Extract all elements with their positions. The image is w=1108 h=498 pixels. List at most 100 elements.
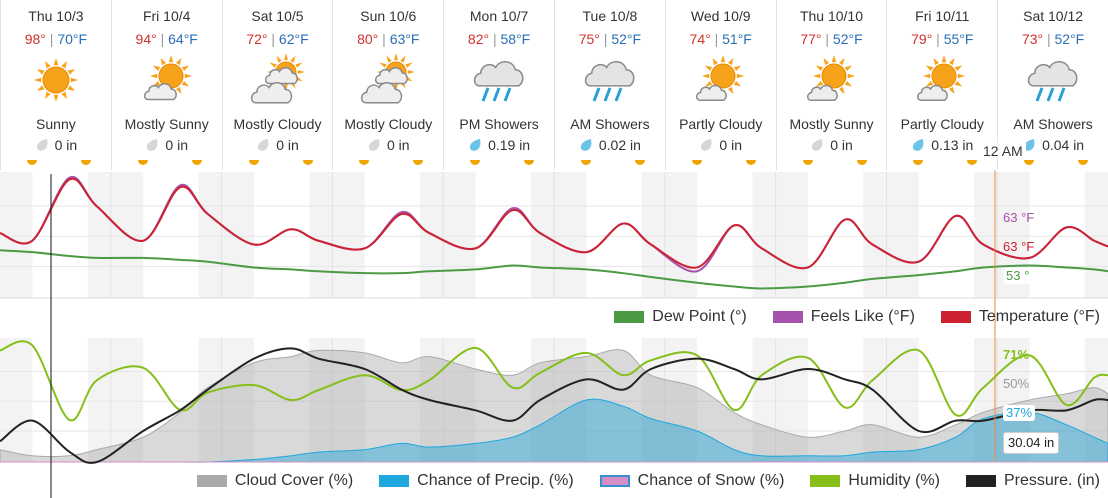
rain-drop xyxy=(614,87,623,102)
legend-label: Pressure. (in) xyxy=(1003,472,1100,489)
day-label: Thu 10/3 xyxy=(28,8,84,24)
day-column: Thu 10/10 77° | 52°F Mostly Sunny 0 in xyxy=(775,0,887,170)
drop-shape xyxy=(368,139,380,151)
sun xyxy=(923,55,966,97)
high-temp: 74° xyxy=(689,31,711,47)
cloud xyxy=(143,83,177,101)
sunset xyxy=(635,160,645,165)
cursor-precip-chance: 37% xyxy=(1003,405,1036,421)
precip-amount: 0.19 in xyxy=(488,137,531,153)
day-label: Sun 10/6 xyxy=(360,8,417,24)
sun-markers xyxy=(581,160,645,165)
sun-ray xyxy=(70,77,78,83)
day-column: Wed 10/9 74° | 51°F Partly Cloudy 0 in xyxy=(664,0,776,170)
precip-drop xyxy=(36,139,48,151)
precip: 0.19 in xyxy=(444,137,554,153)
sun-markers xyxy=(691,160,756,165)
sun-ray xyxy=(181,80,189,87)
sunrise xyxy=(470,160,481,165)
series-line xyxy=(0,347,1108,464)
sun-ray xyxy=(400,55,406,63)
sun-ray xyxy=(61,91,67,100)
sun-ray xyxy=(812,73,820,79)
sunrise xyxy=(27,160,37,165)
day-column: Thu 10/3 98° | 70°F Sunny 0 in xyxy=(0,0,111,170)
precip-drop xyxy=(580,139,592,151)
cursor-cloud-cover: 50% xyxy=(1003,376,1030,391)
precip-drop xyxy=(1023,139,1035,151)
sun-ray xyxy=(704,65,712,72)
sun-ray xyxy=(67,69,76,75)
sun-ray xyxy=(61,60,67,69)
rain-drop xyxy=(592,87,601,102)
legend-item: Chance of Snow (%) xyxy=(599,472,785,490)
sunset xyxy=(81,160,91,165)
night-band xyxy=(87,338,144,462)
weather-icon xyxy=(34,58,78,102)
sun-ray xyxy=(45,91,51,100)
low-temp: 63°F xyxy=(389,31,420,47)
low-temp: 58°F xyxy=(500,31,531,47)
rain-drop xyxy=(492,87,501,102)
precip-drop xyxy=(701,139,712,151)
day-label: Wed 10/9 xyxy=(690,8,751,24)
sun-markers xyxy=(359,160,424,165)
day-label: Fri 10/11 xyxy=(915,8,970,24)
separator: | xyxy=(932,31,944,47)
sun-ray xyxy=(727,86,734,95)
separator: | xyxy=(489,31,501,47)
cloud xyxy=(695,84,727,101)
precip-amount: 0.13 in xyxy=(931,137,974,153)
precip: 0 in xyxy=(666,137,776,153)
day-column: Fri 10/11 79° | 55°F Partly Cloudy 0.13 in xyxy=(886,0,997,170)
drop-shape xyxy=(258,139,269,151)
precip-drop xyxy=(258,139,269,151)
cloud xyxy=(584,61,635,87)
temperatures: 77° | 52°F xyxy=(777,31,887,47)
sun-ray xyxy=(844,80,852,87)
sunrise xyxy=(802,160,813,165)
sunrise xyxy=(248,160,259,165)
legend-label: Humidity (%) xyxy=(848,472,940,489)
sun-ray xyxy=(831,55,836,63)
legend-label: Temperature (°F) xyxy=(978,308,1100,325)
precip: 0 in xyxy=(777,137,887,153)
temperature-legend: Dew Point (°) Feels Like (°F) Temperature … xyxy=(588,308,1100,326)
drop-shape xyxy=(36,139,48,151)
temperatures: 94° | 64°F xyxy=(112,31,222,47)
drop-shape xyxy=(147,139,158,151)
legend-item: Dew Point (°) xyxy=(614,308,747,326)
day-column: Sun 10/6 80° | 63°F Mostly Cloudy 0 in xyxy=(332,0,443,170)
sun-markers xyxy=(802,160,867,165)
condition: Mostly Cloudy xyxy=(233,116,322,132)
sun-ray xyxy=(949,86,955,95)
separator: | xyxy=(1043,31,1055,47)
high-temp: 75° xyxy=(578,31,600,47)
sun-ray xyxy=(727,57,734,66)
temperatures: 72° | 62°F xyxy=(223,31,333,47)
sun-ray xyxy=(386,55,393,63)
sun-ray xyxy=(405,62,413,68)
sun-ray xyxy=(379,62,388,68)
legend-label: Cloud Cover (%) xyxy=(234,472,354,489)
legend-label: Dew Point (°) xyxy=(652,308,747,325)
weather-icon xyxy=(143,55,192,101)
sunset xyxy=(302,160,313,165)
sun-disc xyxy=(710,63,736,89)
sun-markers xyxy=(248,160,313,165)
sun-ray xyxy=(926,80,934,87)
sun-ray xyxy=(955,80,963,87)
legend-swatch xyxy=(599,475,630,487)
precip-amount: 0 in xyxy=(387,137,410,153)
series-line xyxy=(0,177,1108,270)
sunset xyxy=(1078,160,1089,165)
high-temp: 79° xyxy=(911,31,933,47)
sunset xyxy=(856,160,867,165)
cloud xyxy=(806,84,838,101)
sun-ray xyxy=(958,73,966,79)
temperatures: 74° | 51°F xyxy=(666,31,776,47)
night-band xyxy=(87,172,144,298)
legend-label: Chance of Snow (%) xyxy=(637,472,785,489)
night-band xyxy=(1084,172,1108,298)
separator: | xyxy=(378,31,390,47)
